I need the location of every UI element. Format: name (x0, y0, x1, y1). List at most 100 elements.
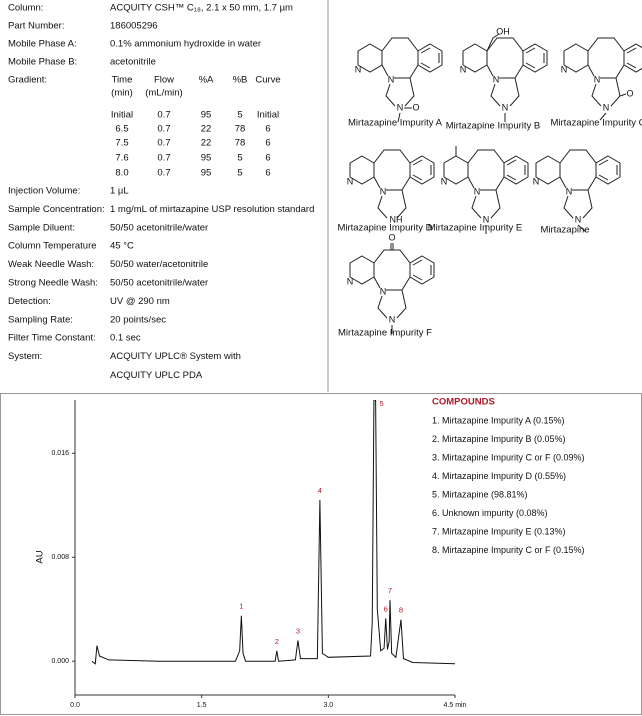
method-label: Sample Diluent: (8, 222, 75, 233)
legend-item: 7. Mirtazapine Impurity E (0.13%) (432, 526, 566, 536)
method-value: ACQUITY UPLC PDA (110, 370, 203, 381)
peak-label: 8 (399, 606, 403, 615)
gradient-cell: 22 (201, 124, 212, 135)
method-label: Mobile Phase A: (8, 39, 77, 50)
method-label: System: (8, 351, 42, 362)
atom: N (389, 314, 396, 324)
method-label: Strong Needle Wash: (8, 278, 98, 289)
method-value: acetonitrile (110, 57, 156, 68)
gradient-cell: 0.7 (157, 168, 170, 179)
method-value: 1 mg/mL of mirtazapine USP resolution st… (110, 204, 314, 215)
structure: N N NH (347, 149, 435, 224)
method-value: 0.1 sec (110, 333, 141, 344)
gradient-cell: 78 (235, 124, 246, 135)
method-value: ACQUITY CSH™ C₁₈, 2.1 x 50 mm, 1.7 µm (110, 3, 293, 14)
structure-name: Mirtazapine Impurity E (428, 223, 523, 234)
gradient-cell: Initial (257, 110, 279, 121)
method-value: 50/50 acetonitrile/water (110, 278, 208, 289)
peak-label: 7 (388, 586, 392, 595)
atom: N (380, 286, 387, 296)
method-label: Detection: (8, 296, 51, 307)
gradient-header: Flow (154, 75, 174, 86)
gradient-cell: 6 (265, 124, 270, 135)
gradient-cell: 0.7 (157, 110, 170, 121)
method-label: Sampling Rate: (8, 314, 73, 325)
method-label: Part Number: (8, 21, 65, 32)
peak-label: 6 (384, 604, 388, 613)
trace (91, 400, 455, 665)
structure-name: Mirtazapine Impurity A (348, 118, 443, 129)
y-axis-label: AU (35, 550, 46, 563)
structure: N N N (441, 146, 529, 234)
peak-label: 4 (318, 486, 322, 495)
atom: N (388, 74, 395, 84)
structure-name: Mirtazapine Impurity D (337, 223, 432, 234)
gradient-cell: 95 (201, 110, 212, 121)
gradient-cell: 0.7 (157, 138, 170, 149)
gradient-cell: 95 (201, 168, 212, 179)
method-value: 0.1% ammonium hydroxide in water (110, 39, 261, 50)
structure: N N N O (355, 37, 443, 123)
gradient-cell: 7.5 (115, 138, 128, 149)
atom: OH (496, 26, 510, 36)
gradient-cell: 0.7 (157, 153, 170, 164)
structure-name: Mirtazapine (540, 225, 589, 236)
atom: N (483, 214, 490, 224)
gradient-cell: 6 (265, 138, 270, 149)
x-tick-label: 3.0 (323, 702, 333, 709)
gradient-header: %A (199, 75, 214, 86)
structure: N N N OH (460, 26, 548, 122)
gradient-cell: 5 (237, 110, 242, 121)
gradient-cell: 95 (201, 153, 212, 164)
method-value: 50/50 acetonitrile/water (110, 222, 208, 233)
legend-item: 6. Unknown impurity (0.08%) (432, 508, 548, 518)
gradient-cell: Initial (111, 110, 133, 121)
gradient-cell: 8.0 (115, 168, 128, 179)
structure-name: Mirtazapine Impurity C (550, 118, 642, 129)
atom: N (380, 186, 387, 196)
gradient-header: (mL/min) (145, 88, 182, 99)
atom: N (533, 176, 540, 186)
structure: N N N O (561, 37, 642, 121)
atom: N (561, 64, 568, 74)
gradient-header: Time (112, 75, 133, 86)
peak-label: 1 (239, 602, 243, 611)
method-label: Mobile Phase B: (8, 57, 77, 68)
peak-label: 2 (275, 637, 279, 646)
method-value: 1 µL (110, 186, 129, 197)
method-label: Column: (8, 3, 43, 14)
atom: N (397, 102, 404, 112)
atom: N (493, 74, 500, 84)
legend-item: 5. Mirtazapine (98.81%) (432, 489, 528, 499)
x-tick-label: 4.5 min (444, 702, 467, 709)
method-label: Gradient: (8, 75, 47, 86)
gradient-header: %B (233, 75, 248, 86)
peak-label: 5 (380, 399, 384, 408)
peak-label: 3 (296, 626, 300, 635)
gradient-cell: 7.6 (115, 153, 128, 164)
gradient-header: Curve (255, 75, 280, 86)
atom: N (594, 74, 601, 84)
atom: NH (390, 214, 403, 224)
gradient-cell: 6 (265, 168, 270, 179)
atom: N (502, 102, 509, 112)
atom: N (441, 176, 448, 186)
legend-item: 8. Mirtazapine Impurity C or F (0.15%) (432, 545, 585, 555)
gradient-cell: 6 (265, 153, 270, 164)
atom: N (355, 64, 362, 74)
method-value: UV @ 290 nm (110, 296, 170, 307)
y-tick-label: 0.000 (51, 658, 69, 665)
legend-item: 4. Mirtazapine Impurity D (0.55%) (432, 471, 566, 481)
atom: O (388, 232, 395, 242)
legend-title: COMPOUNDS (432, 397, 495, 408)
method-value: 186005296 (110, 21, 158, 32)
gradient-cell: 5 (237, 168, 242, 179)
y-tick-label: 0.008 (51, 554, 69, 561)
method-value: 45 °C (110, 241, 134, 252)
gradient-cell: 6.5 (115, 124, 128, 135)
atom: N (575, 214, 582, 224)
method-label: Weak Needle Wash: (8, 259, 94, 270)
legend-item: 1. Mirtazapine Impurity A (0.15%) (432, 415, 565, 425)
method-value: 50/50 water/acetonitrile (110, 259, 208, 270)
